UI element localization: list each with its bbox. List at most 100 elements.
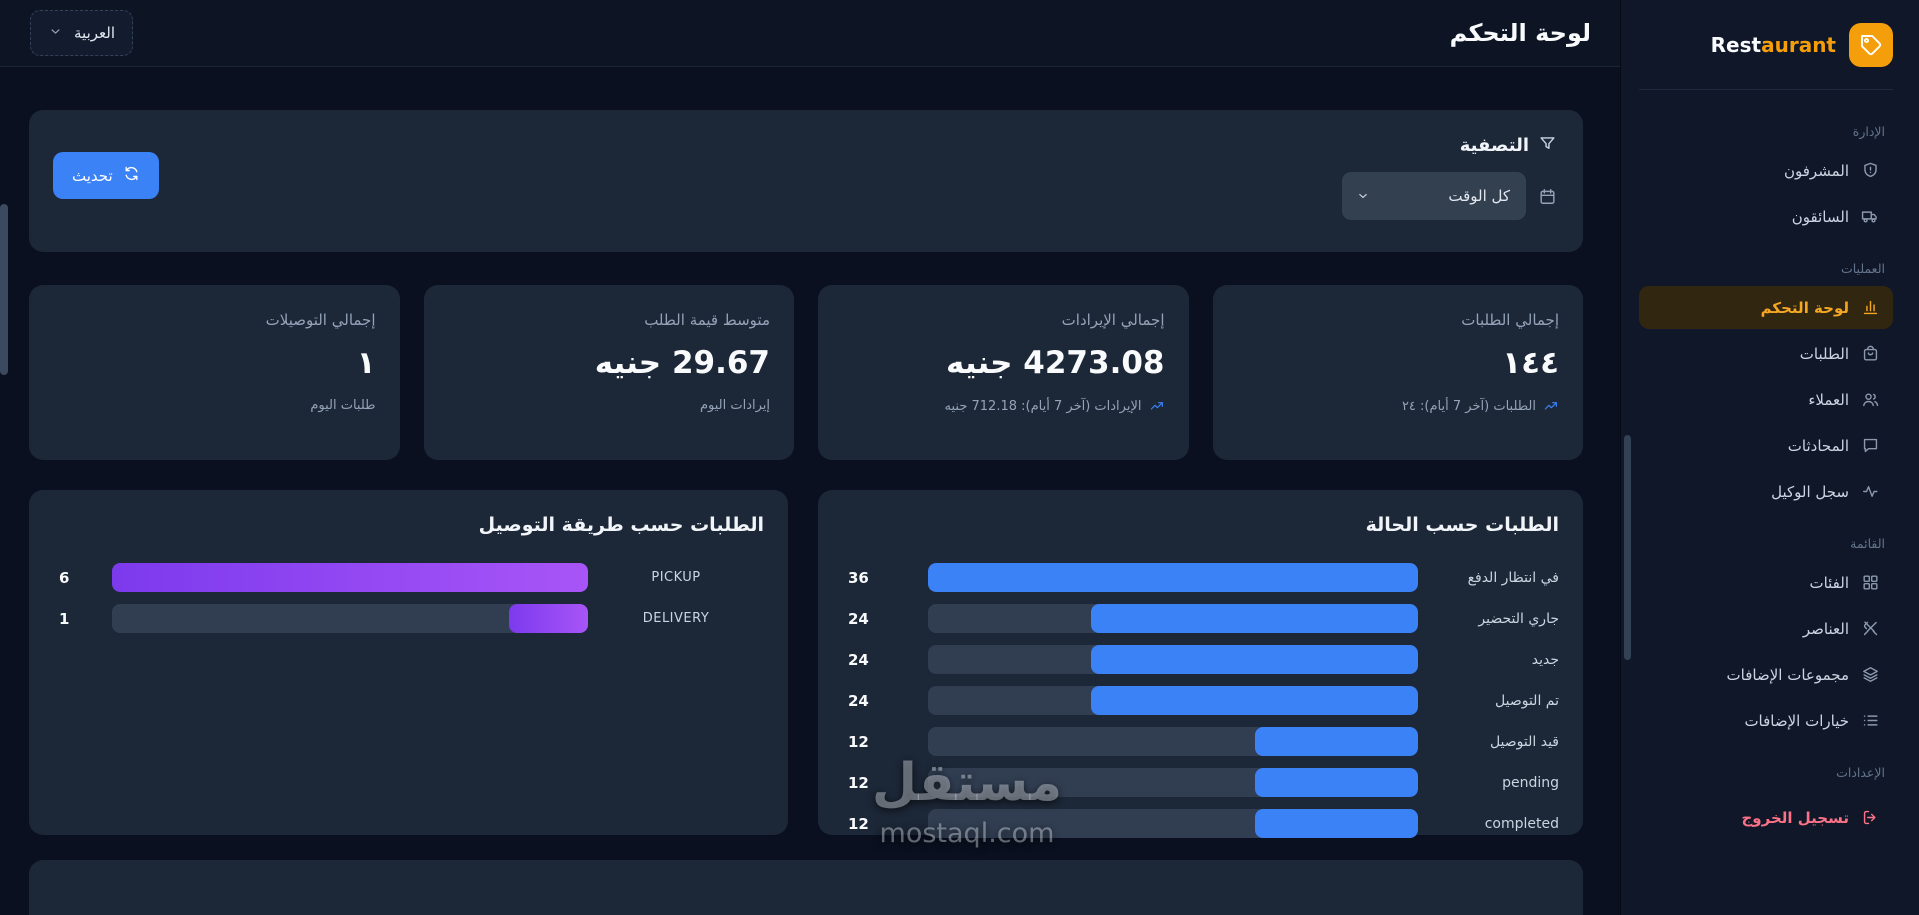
chart-value-label: 1 bbox=[59, 609, 70, 628]
sidebar-item-label: السائقون bbox=[1791, 207, 1849, 226]
sidebar-item-categories[interactable]: الفئات bbox=[1639, 561, 1893, 604]
stat-card-2: متوسط قيمة الطلب 29.67 جنيه إيرادات اليوم bbox=[423, 285, 794, 460]
period-select[interactable]: كل الوقت bbox=[1342, 172, 1526, 220]
page-title: لوحة التحكم bbox=[1449, 19, 1591, 47]
chart-title: الطلبات حسب الحالة bbox=[1365, 514, 1559, 536]
activity-icon bbox=[1863, 486, 1878, 497]
sidebar-item-label: تسجيل الخروج bbox=[1741, 808, 1850, 827]
sidebar-item-chats[interactable]: المحادثات bbox=[1639, 424, 1893, 467]
chevron-down-icon bbox=[48, 24, 63, 43]
stat-subtitle: الإيرادات (آخر 7 أيام): 712.18 جنيه bbox=[842, 398, 1165, 414]
stat-subtitle: طلبات اليوم bbox=[53, 398, 376, 413]
bar-fill bbox=[928, 563, 1418, 592]
sidebar-item-label: الطلبات bbox=[1799, 344, 1849, 363]
bottom-section-card bbox=[29, 860, 1583, 915]
stat-card-1: إجمالي الإيرادات 4273.08 جنيه الإيرادات (آ… bbox=[818, 285, 1189, 460]
bar-fill bbox=[508, 604, 588, 633]
nav-section-label: الإدارة bbox=[1852, 124, 1885, 139]
layers-icon bbox=[1863, 667, 1878, 683]
chart-rows: PICKUP 6 DELIVERY 1 bbox=[53, 557, 764, 639]
chart-value-label: 24 bbox=[848, 609, 869, 628]
chart-category-label: تم التوصيل bbox=[1495, 692, 1559, 709]
sidebar-item-drivers[interactable]: السائقون bbox=[1639, 195, 1893, 238]
refresh-label: تحديث bbox=[72, 166, 113, 185]
filter-funnel-icon bbox=[1538, 134, 1557, 157]
sidebar: Restaurant الإدارة المشرفون السائقون العملي… bbox=[1620, 0, 1919, 915]
period-row: كل الوقت bbox=[55, 172, 1557, 220]
chart-value-label: 12 bbox=[848, 814, 869, 833]
main-area: لوحة التحكم العربية التصفية كل الوقت bbox=[0, 0, 1620, 915]
bar-track bbox=[928, 604, 1418, 633]
list-icon bbox=[1863, 715, 1878, 726]
sidebar-item-logout[interactable]: تسجيل الخروج bbox=[1639, 796, 1893, 839]
chart-category-label: قيد التوصيل bbox=[1489, 733, 1559, 750]
stat-subtitle-text: الإيرادات (آخر 7 أيام): 712.18 جنيه bbox=[944, 398, 1142, 414]
chevron-down-icon bbox=[1359, 193, 1367, 199]
stat-subtitle-text: إيرادات اليوم bbox=[699, 398, 770, 413]
chart-rows: في انتظار الدفع 36 جاري التحضير 24 جديد 24 تم … bbox=[842, 557, 1559, 844]
main-scrollbar-thumb[interactable] bbox=[0, 204, 8, 375]
chart-row: DELIVERY 1 bbox=[53, 598, 764, 639]
sidebar-scrollbar-thumb[interactable] bbox=[1624, 435, 1631, 660]
sidebar-item-label: الفئات bbox=[1809, 573, 1849, 592]
top-header: لوحة التحكم العربية bbox=[0, 0, 1620, 67]
stat-title: إجمالي الإيرادات bbox=[1061, 311, 1165, 329]
sidebar-item-label: سجل الوكيل bbox=[1771, 482, 1849, 501]
bar-fill bbox=[1091, 645, 1418, 674]
stat-value: ١٤٤ bbox=[1502, 345, 1559, 381]
chart-value-label: 6 bbox=[59, 568, 70, 587]
grid-icon bbox=[1863, 575, 1878, 590]
chart-card-orders-by-status: الطلبات حسب الحالة في انتظار الدفع 36 جاري … bbox=[818, 490, 1583, 838]
filter-title-row: التصفية bbox=[55, 134, 1557, 157]
charts-row: الطلبات حسب الحالة في انتظار الدفع 36 جاري … bbox=[29, 490, 1583, 838]
stat-subtitle-text: الطلبات (آخر 7 أيام): ٢٤ bbox=[1401, 398, 1536, 414]
period-selected-value: كل الوقت bbox=[1448, 187, 1510, 205]
chart-category-label: completed bbox=[1484, 815, 1559, 832]
chart-category-label: PICKUP bbox=[651, 570, 701, 585]
chart-category-label: جاري التحضير bbox=[1478, 610, 1559, 627]
truck-icon bbox=[1861, 211, 1877, 223]
sidebar-item-label: العملاء bbox=[1808, 390, 1849, 409]
refresh-button[interactable]: تحديث bbox=[53, 152, 159, 199]
refresh-icon bbox=[123, 165, 140, 186]
bar-fill bbox=[1091, 604, 1418, 633]
chart-category-label: جديد bbox=[1531, 651, 1559, 668]
sidebar-item-orders[interactable]: الطلبات bbox=[1639, 332, 1893, 375]
bar-track bbox=[928, 686, 1418, 715]
chart-row: pending 12 bbox=[842, 762, 1559, 803]
bar-track bbox=[112, 563, 588, 592]
chart-value-label: 24 bbox=[848, 650, 869, 669]
sidebar-item-customers[interactable]: العملاء bbox=[1639, 378, 1893, 421]
chart-title: الطلبات حسب طريقة التوصيل bbox=[478, 514, 764, 536]
utensils-icon bbox=[1863, 621, 1878, 636]
language-label: العربية bbox=[74, 24, 115, 42]
language-switcher-button[interactable]: العربية bbox=[30, 10, 133, 56]
trending-up-icon bbox=[1150, 402, 1163, 410]
chart-card-orders-by-delivery-method: الطلبات حسب طريقة التوصيل PICKUP 6 DELIVERY… bbox=[29, 490, 788, 835]
chart-value-label: 12 bbox=[848, 732, 869, 751]
sidebar-item-items[interactable]: العناصر bbox=[1639, 607, 1893, 650]
bar-track bbox=[112, 604, 588, 633]
sidebar-item-label: المشرفون bbox=[1783, 161, 1849, 180]
sidebar-item-agent-log[interactable]: سجل الوكيل bbox=[1639, 470, 1893, 513]
brand: Restaurant bbox=[1639, 0, 1893, 90]
stat-card-3: إجمالي التوصيلات ١ طلبات اليوم bbox=[29, 285, 400, 460]
bar-track bbox=[928, 809, 1418, 838]
bar-track bbox=[928, 727, 1418, 756]
stat-title: إجمالي التوصيلات bbox=[265, 311, 376, 329]
sidebar-item-addon-groups[interactable]: مجموعات الإضافات bbox=[1639, 653, 1893, 696]
filter-card: التصفية كل الوقت تحديث bbox=[29, 110, 1583, 252]
stat-subtitle-text: طلبات اليوم bbox=[310, 398, 376, 413]
tag-icon bbox=[1849, 22, 1893, 67]
bar-track bbox=[928, 768, 1418, 797]
stat-value: ١ bbox=[356, 345, 376, 381]
stat-title: متوسط قيمة الطلب bbox=[644, 311, 770, 329]
bar-track bbox=[928, 563, 1418, 592]
sidebar-item-dashboard[interactable]: لوحة التحكم bbox=[1639, 286, 1893, 329]
chart-category-label: في انتظار الدفع bbox=[1467, 569, 1559, 586]
sidebar-item-addon-options[interactable]: خيارات الإضافات bbox=[1639, 699, 1893, 742]
sidebar-item-supervisors[interactable]: المشرفون bbox=[1639, 149, 1893, 192]
bar-fill bbox=[1254, 809, 1418, 838]
bar-fill bbox=[1091, 686, 1418, 715]
